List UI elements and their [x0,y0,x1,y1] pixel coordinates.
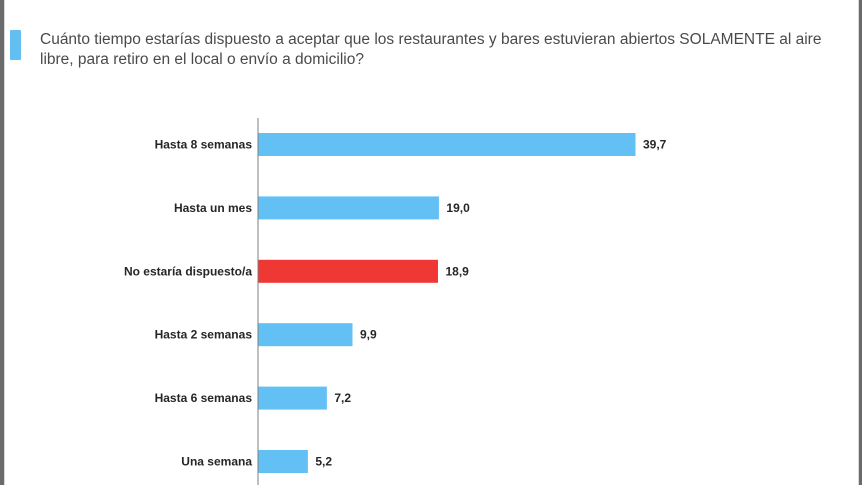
bar-0 [258,133,636,156]
value-label-2: 18,9 [445,264,469,278]
category-label-0: Hasta 8 semanas [155,138,253,152]
bar-2 [258,259,438,283]
title-accent-bar [10,30,21,60]
bar-3 [258,323,353,347]
chart-panel: Cuánto tiempo estarías dispuesto a acept… [4,0,859,485]
bar-5 [258,450,308,473]
category-label-5: Una semana [181,455,252,469]
category-label-4: Hasta 6 semanas [155,391,253,405]
category-label-3: Hasta 2 semanas [155,328,253,342]
value-label-4: 7,2 [334,391,351,405]
value-label-3: 9,9 [360,328,377,342]
category-label-1: Hasta un mes [174,201,252,215]
bars-group: Hasta 8 semanas 39,7 Hasta un mes 19,0 No es… [124,133,667,473]
bar-4 [258,386,327,410]
value-label-1: 19,0 [446,201,470,215]
value-label-5: 5,2 [315,455,332,469]
bar-chart: Hasta 8 semanas 39,7 Hasta un mes 19,0 No es… [124,118,667,485]
chart-question: Cuánto tiempo estarías dispuesto a acept… [40,31,822,68]
category-label-2: No estaría dispuesto/a [124,264,252,278]
value-label-0: 39,7 [643,138,667,152]
bar-1 [258,196,439,220]
